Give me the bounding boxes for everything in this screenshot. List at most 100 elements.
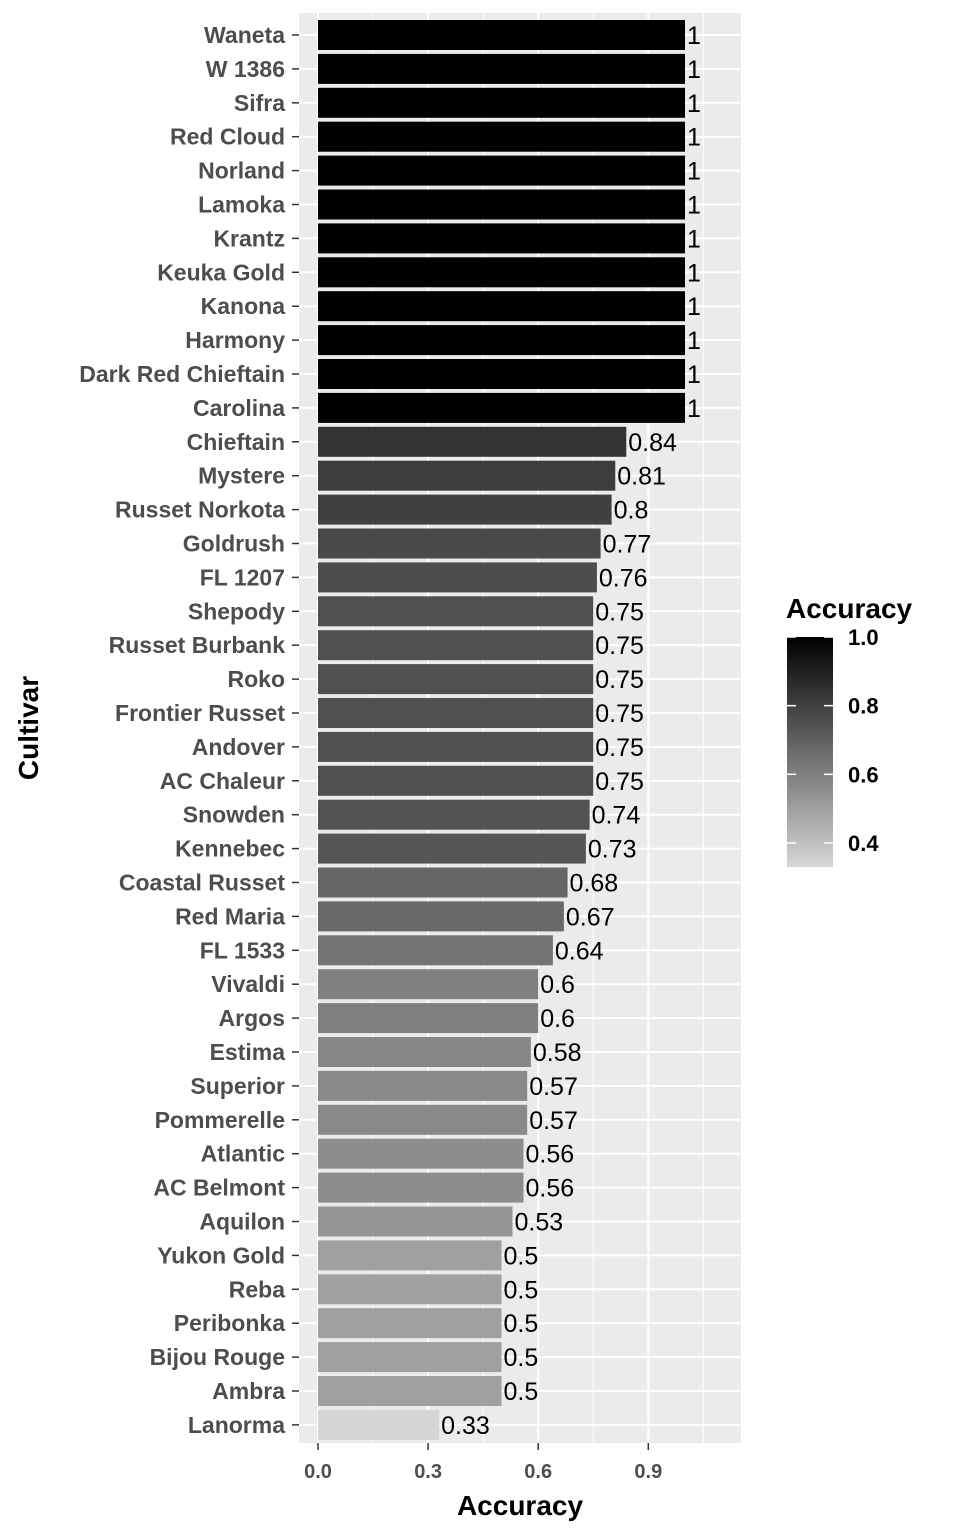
data-label: 0.56 <box>526 1141 575 1169</box>
y-tick-label: FL 1207 <box>200 564 285 590</box>
bar <box>318 799 590 830</box>
bar <box>318 426 627 457</box>
data-label: 1 <box>687 225 701 253</box>
bar <box>318 969 539 1000</box>
y-tick-label: Norland <box>198 158 285 184</box>
data-label: 0.75 <box>595 598 644 626</box>
data-label: 0.33 <box>441 1412 490 1440</box>
y-tick-label: Krantz <box>213 225 285 251</box>
y-axis-title: Cultivar <box>13 676 44 780</box>
bar <box>318 935 553 966</box>
bar <box>318 53 685 84</box>
bar <box>318 1172 524 1203</box>
bar <box>318 223 685 254</box>
bar <box>318 1070 528 1101</box>
data-label: 1 <box>687 361 701 389</box>
data-label: 0.6 <box>540 971 575 999</box>
y-tick-label: Yukon Gold <box>157 1242 285 1268</box>
y-tick-label: Red Maria <box>175 903 285 929</box>
y-tick-label: Estima <box>210 1039 286 1065</box>
y-tick-label: Frontier Russet <box>115 700 285 726</box>
data-label: 0.57 <box>529 1073 578 1101</box>
bar <box>318 121 685 152</box>
y-tick-label: Aquilon <box>199 1209 285 1235</box>
y-tick-label: Andover <box>192 734 285 760</box>
y-tick-label: Peribonka <box>174 1310 285 1336</box>
y-tick-label: Bijou Rouge <box>150 1344 285 1370</box>
legend-colorbar <box>787 637 833 867</box>
bar <box>318 698 594 728</box>
y-tick-label: Sifra <box>234 90 285 116</box>
bar <box>318 901 564 932</box>
y-tick-label: Superior <box>190 1073 285 1099</box>
data-label: 1 <box>687 192 701 220</box>
data-label: 0.56 <box>526 1175 575 1203</box>
bar <box>318 765 594 796</box>
data-label: 0.5 <box>504 1344 539 1372</box>
bar <box>318 189 685 220</box>
bar <box>318 291 685 322</box>
data-label: 1 <box>687 327 701 355</box>
data-label: 1 <box>687 395 701 423</box>
bar <box>318 460 616 491</box>
y-tick-label: Atlantic <box>201 1141 286 1167</box>
y-tick-label: Mystere <box>198 463 285 489</box>
bar <box>318 562 597 593</box>
y-tick-label: Roko <box>228 666 286 692</box>
bar <box>318 1409 440 1440</box>
data-label: 1 <box>687 259 701 287</box>
y-tick-label: Russet Burbank <box>109 632 286 658</box>
y-tick-label: Reba <box>229 1276 285 1302</box>
bars <box>318 20 685 1440</box>
legend-tick-label: 0.4 <box>848 831 879 856</box>
data-label: 0.74 <box>592 802 641 830</box>
bar <box>318 664 594 695</box>
y-tick-label: FL 1533 <box>200 937 285 963</box>
x-tick-label: 0.3 <box>414 1461 442 1483</box>
bar <box>318 867 568 898</box>
bar <box>318 87 685 118</box>
legend-title: Accuracy <box>786 593 913 624</box>
y-tick-label: Dark Red Chieftain <box>79 361 285 387</box>
data-label: 0.73 <box>588 836 637 864</box>
data-label: 0.67 <box>566 903 615 931</box>
y-tick-label: Coastal Russet <box>119 870 286 896</box>
bar <box>318 1240 502 1271</box>
data-label: 1 <box>687 158 701 186</box>
data-label: 1 <box>687 124 701 152</box>
x-tick-label: 0.6 <box>524 1461 552 1483</box>
legend-tick-label: 1.0 <box>848 625 879 650</box>
data-label: 0.81 <box>617 463 666 491</box>
y-tick-label: Carolina <box>193 395 285 421</box>
bar <box>318 257 685 288</box>
x-axis-title: Accuracy <box>457 1490 584 1521</box>
data-label: 0.6 <box>540 1005 575 1033</box>
bar <box>318 1037 531 1067</box>
bar <box>318 731 594 762</box>
legend: Accuracy 1.0 0.8 0.6 0.4 <box>786 593 913 867</box>
y-tick-label: Pommerelle <box>155 1107 285 1133</box>
data-label: 0.76 <box>599 564 648 592</box>
y-tick-label: Goldrush <box>183 531 285 557</box>
data-label: 0.77 <box>603 531 652 559</box>
x-tick-label: 0.9 <box>634 1461 662 1483</box>
data-labels: 1 1 1 1 1 1 1 1 1 1 1 1 0.84 0.81 0.8 0.77 0.76 0.75 0.75 0… <box>441 22 701 1440</box>
data-label: 0.5 <box>504 1378 539 1406</box>
data-label: 0.5 <box>504 1310 539 1338</box>
y-tick-label: Shepody <box>188 598 285 624</box>
y-tick-label: Waneta <box>204 22 285 48</box>
y-tick-label: Snowden <box>183 802 285 828</box>
bar <box>318 1104 528 1135</box>
bar <box>318 1206 513 1237</box>
data-label: 0.58 <box>533 1039 582 1067</box>
data-label: 1 <box>687 22 701 50</box>
data-label: 0.75 <box>595 666 644 694</box>
data-label: 0.84 <box>628 429 677 457</box>
y-tick-label: Russet Norkota <box>115 497 285 523</box>
y-tick-label: Ambra <box>212 1378 285 1404</box>
bar <box>318 325 685 356</box>
y-tick-label: Vivaldi <box>211 971 285 997</box>
data-label: 0.5 <box>504 1276 539 1304</box>
bar <box>318 630 594 661</box>
